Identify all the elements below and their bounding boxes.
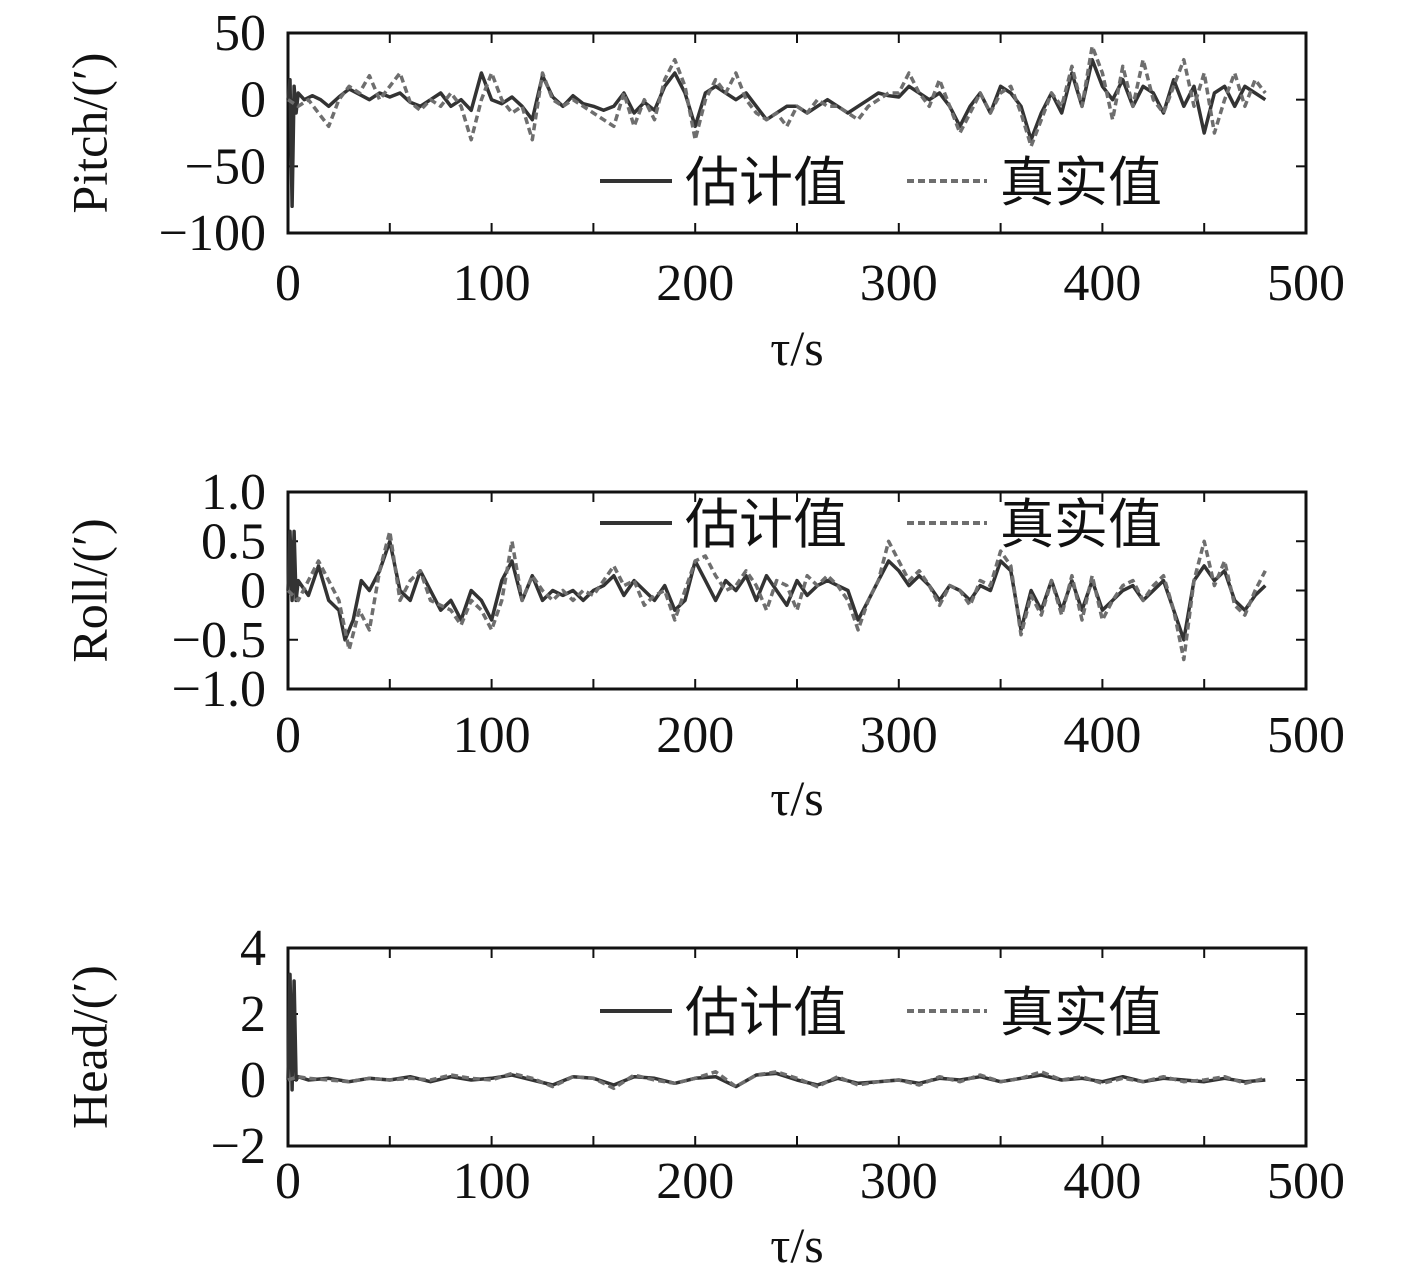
x-tick-label: 300 xyxy=(860,255,938,312)
x-tick-label: 0 xyxy=(275,707,301,764)
x-tick-label: 100 xyxy=(453,1153,531,1210)
y-tick-label: −50 xyxy=(185,138,266,195)
chart-panel-1: 0 100 200 300 400 5001.00.50−0.5−1.0τ/sRoll/(… xyxy=(61,464,1345,826)
series-line-truth xyxy=(287,44,1267,149)
x-tick-label: 500 xyxy=(1267,1153,1345,1210)
x-tick-label: 500 xyxy=(1267,255,1345,312)
y-tick-label: −2 xyxy=(211,1118,266,1175)
series-line-truth xyxy=(287,1070,1266,1091)
x-axis-title: τ/s xyxy=(770,320,823,376)
y-tick-label: −0.5 xyxy=(172,612,266,669)
x-tick-label: 100 xyxy=(453,707,531,764)
legend-label-estimate: 估计值 xyxy=(685,495,847,555)
legend-label-estimate: 估计值 xyxy=(685,153,847,213)
legend-label-truth: 真实值 xyxy=(1000,495,1162,555)
y-tick-label: −100 xyxy=(159,205,266,262)
y-axis-title: Head/(′) xyxy=(61,965,117,1129)
x-tick-label: 400 xyxy=(1063,707,1141,764)
x-tick-label: 400 xyxy=(1063,1153,1141,1210)
legend: 估计值 真实值 xyxy=(600,153,1162,213)
x-axis-title: τ/s xyxy=(770,1217,823,1273)
y-tick-label: 0 xyxy=(240,563,266,620)
x-tick-label: 400 xyxy=(1063,255,1141,312)
legend-label-truth: 真实值 xyxy=(1000,153,1162,213)
x-tick-label: 100 xyxy=(453,255,531,312)
y-tick-label: 2 xyxy=(240,986,266,1043)
x-tick-label: 500 xyxy=(1267,707,1345,764)
y-tick-label: 4 xyxy=(240,920,266,977)
x-tick-label: 300 xyxy=(860,1153,938,1210)
x-tick-label: 300 xyxy=(860,707,938,764)
y-tick-label: 0 xyxy=(240,72,266,129)
series-line-truth xyxy=(286,529,1267,662)
legend: 估计值 真实值 xyxy=(600,495,1162,555)
x-tick-label: 0 xyxy=(275,1153,301,1210)
x-tick-label: 200 xyxy=(656,1153,734,1210)
y-tick-label: 50 xyxy=(214,5,266,62)
y-axis-title: Roll/(′) xyxy=(61,518,117,662)
y-tick-label: −1.0 xyxy=(172,661,266,718)
x-tick-label: 200 xyxy=(656,707,734,764)
y-tick-label: 1.0 xyxy=(201,464,266,521)
y-tick-label: 0.5 xyxy=(201,513,266,570)
plot-frame xyxy=(286,946,1308,1148)
x-axis-title: τ/s xyxy=(770,770,823,826)
y-tick-label: 0 xyxy=(240,1052,266,1109)
x-tick-label: 200 xyxy=(656,255,734,312)
x-tick-label: 0 xyxy=(275,255,301,312)
legend-label-truth: 真实值 xyxy=(1000,983,1162,1043)
y-axis-title: Pitch/(′) xyxy=(61,53,117,214)
legend-label-estimate: 估计值 xyxy=(685,983,847,1043)
legend: 估计值 真实值 xyxy=(600,983,1162,1043)
